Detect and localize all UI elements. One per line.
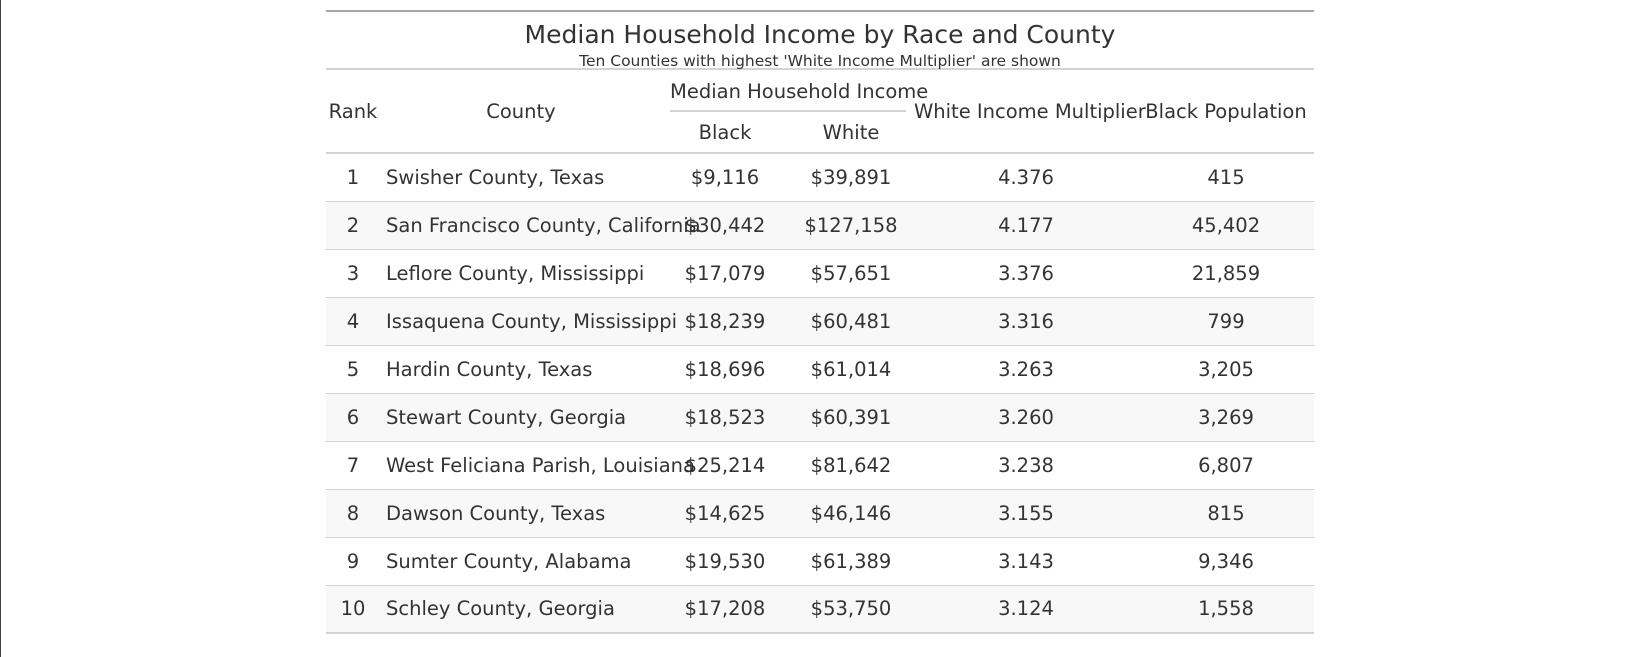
cell-rank: 6 [326,392,380,441]
cell-county: Stewart County, Georgia [380,392,662,441]
income-table: Rank County Median Household Income Whit… [326,70,1314,634]
cell-multiplier: 3.238 [914,440,1138,489]
cell-rank: 1 [346,165,360,189]
cell-black-income: $14,625 [662,488,788,537]
table-row: 6 Stewart County, Georgia $18,523 $60,39… [326,392,1314,441]
cell-county: San Francisco County, California [380,200,701,249]
cell-black-population: 6,807 [1138,440,1314,489]
table-title: Median Household Income by Race and Coun… [524,20,1116,49]
cell-black-population: 9,346 [1138,536,1314,585]
cell-multiplier: 3.376 [914,248,1138,297]
cell-county: West Feliciana Parish, Louisiana [380,440,695,489]
cell-multiplier: 3.124 [914,584,1138,634]
cell-rank: 7 [326,440,380,489]
cell-black-income: $18,523 [662,392,788,441]
cell-multiplier: 3.316 [914,296,1138,345]
cell-black-population: 799 [1138,296,1314,345]
table-row: 8 Dawson County, Texas $14,625 $46,146 3… [326,488,1314,537]
cell-black-income: $18,239 [662,296,788,345]
column-header-population: Black Population [1138,70,1314,154]
column-header-black: Black [662,112,788,154]
table-row: 1 Swisher County, Texas $9,116 $39,891 4… [326,153,1314,201]
cell-black-population: 415 [1207,165,1245,189]
cell-white-income: $39,891 [810,165,892,189]
cell-white-income: $61,014 [788,344,914,393]
cell-rank: 5 [326,344,380,393]
cell-white-income: $127,158 [788,200,914,249]
table-subtitle: Ten Counties with highest 'White Income … [579,52,1061,70]
cell-multiplier: 4.376 [998,165,1054,189]
column-header-white: White [788,112,914,154]
cell-rank: 2 [326,200,380,249]
cell-black-income: $30,442 [662,200,788,249]
cell-white-income: $46,146 [788,488,914,537]
cell-white-income: $60,391 [788,392,914,441]
cell-rank: 9 [326,536,380,585]
cell-black-population: 3,269 [1138,392,1314,441]
column-spanner-median-income: Median Household Income [662,70,928,112]
cell-white-income: $60,481 [788,296,914,345]
table-row: 9 Sumter County, Alabama $19,530 $61,389… [326,536,1314,585]
table-row: 7 West Feliciana Parish, Louisiana $25,2… [326,440,1314,489]
cell-white-income: $81,642 [788,440,914,489]
table-row: 10 Schley County, Georgia $17,208 $53,75… [326,584,1314,634]
cell-county: Swisher County, Texas [386,165,605,189]
cell-black-income: $9,116 [690,165,760,189]
cell-multiplier: 3.143 [914,536,1138,585]
cell-rank: 8 [326,488,380,537]
cell-white-income: $61,389 [788,536,914,585]
table-row: 5 Hardin County, Texas $18,696 $61,014 3… [326,344,1314,393]
cell-rank: 10 [326,584,380,634]
table-heading: Median Household Income by Race and Coun… [326,10,1314,70]
cell-black-population: 1,558 [1138,584,1314,634]
cell-black-income: $25,214 [662,440,788,489]
cell-county: Leflore County, Mississippi [380,248,662,297]
cell-multiplier: 3.155 [914,488,1138,537]
column-header-rank: Rank [326,70,380,154]
table-row: 3 Leflore County, Mississippi $17,079 $5… [326,248,1314,297]
income-table-container: Median Household Income by Race and Coun… [326,10,1314,634]
cell-multiplier: 3.260 [914,392,1138,441]
cell-black-population: 45,402 [1138,200,1314,249]
table-header: Rank County Median Household Income Whit… [326,70,1314,154]
table-row: 4 Issaquena County, Mississippi $18,239 … [326,296,1314,345]
cell-county: Issaquena County, Mississippi [380,296,677,345]
cell-black-population: 3,205 [1138,344,1314,393]
cell-black-population: 21,859 [1138,248,1314,297]
cell-white-income: $53,750 [788,584,914,634]
cell-rank: 4 [326,296,380,345]
cell-black-income: $19,530 [662,536,788,585]
left-border [0,0,1,657]
cell-white-income: $57,651 [788,248,914,297]
column-header-multiplier: White Income Multiplier [914,70,1146,154]
table-row: 2 San Francisco County, California $30,4… [326,200,1314,249]
cell-black-population: 815 [1138,488,1314,537]
cell-multiplier: 3.263 [914,344,1138,393]
cell-county: Sumter County, Alabama [380,536,662,585]
cell-black-income: $18,696 [662,344,788,393]
table-body: 1 Swisher County, Texas $9,116 $39,891 4… [326,153,1314,634]
cell-rank: 3 [326,248,380,297]
cell-black-income: $17,208 [662,584,788,634]
cell-black-income: $17,079 [662,248,788,297]
cell-county: Dawson County, Texas [380,488,662,537]
cell-county: Hardin County, Texas [380,344,662,393]
cell-multiplier: 4.177 [914,200,1138,249]
column-header-county: County [380,70,662,154]
cell-county: Schley County, Georgia [380,584,662,634]
spanner-label: Median Household Income [670,80,928,112]
